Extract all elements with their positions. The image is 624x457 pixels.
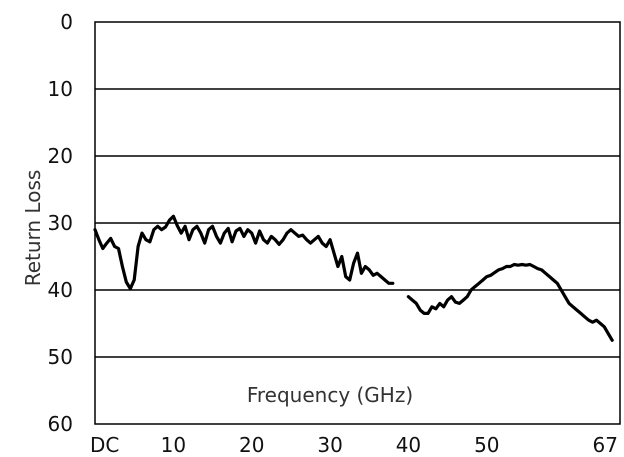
x-tick-label: 10 (161, 433, 186, 457)
x-axis-label: Frequency (GHz) (247, 383, 413, 407)
x-tick-label: 20 (239, 433, 264, 457)
series-line-segment-2 (406, 262, 614, 342)
y-tick-label: 30 (48, 211, 73, 235)
y-tick-label: 40 (48, 278, 73, 302)
y-tick-labels: 0 10 20 30 40 50 60 (48, 10, 73, 436)
y-tick-label: 10 (48, 77, 73, 101)
x-tick-label: 50 (474, 433, 499, 457)
x-tick-labels: DC 10 20 30 40 50 67 (90, 433, 618, 457)
plot-frame (94, 21, 621, 425)
x-tick-label: 40 (396, 433, 421, 457)
y-axis-label: Return Loss (21, 170, 45, 287)
gridlines (95, 88, 620, 358)
y-tick-label: 0 (60, 10, 73, 34)
series-line-segment-1 (93, 214, 395, 291)
y-tick-label: 20 (48, 144, 73, 168)
x-tick-label: DC (90, 433, 119, 457)
y-tick-label: 50 (48, 345, 73, 369)
y-tick-label: 60 (48, 412, 73, 436)
x-tick-label: 30 (317, 433, 342, 457)
x-tick-label: 67 (593, 433, 618, 457)
series-layer (93, 214, 614, 342)
